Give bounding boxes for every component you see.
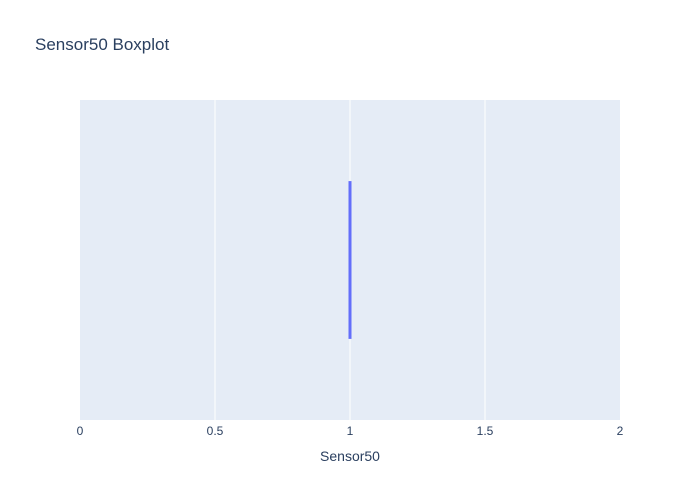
x-axis-ticks: 0 0.5 1 1.5 2: [77, 424, 624, 438]
box-series[interactable]: [348, 181, 352, 339]
x-tick-label: 0.5: [207, 424, 224, 438]
chart-title: Sensor50 Boxplot: [35, 35, 169, 54]
x-tick-label: 2: [617, 424, 624, 438]
x-axis-title: Sensor50: [320, 448, 380, 464]
x-tick-label: 1: [347, 424, 354, 438]
x-tick-label: 0: [77, 424, 84, 438]
x-tick-label: 1.5: [477, 424, 494, 438]
